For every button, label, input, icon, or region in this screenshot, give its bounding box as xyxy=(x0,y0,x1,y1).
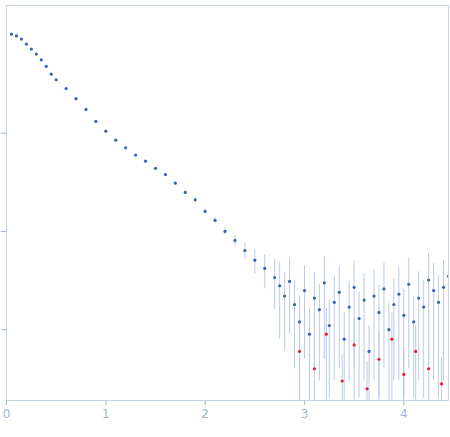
svg-text:2: 2 xyxy=(201,407,209,421)
svg-text:1: 1 xyxy=(102,407,110,421)
svg-text:0: 0 xyxy=(3,407,11,421)
svg-text:4: 4 xyxy=(400,407,408,421)
svg-text:3: 3 xyxy=(301,407,309,421)
